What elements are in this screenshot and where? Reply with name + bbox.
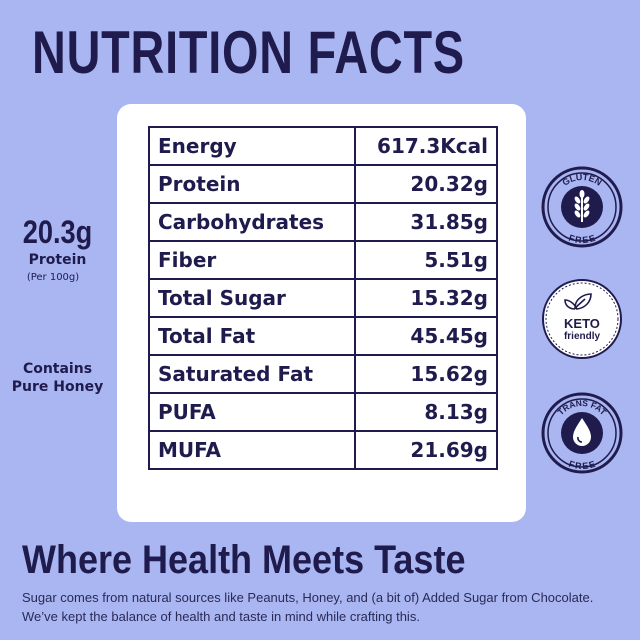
svg-text:GLUTEN: GLUTEN: [560, 172, 603, 188]
nutrient-value: 21.69g: [354, 430, 498, 470]
wheat-icon: [574, 190, 590, 222]
nutrient-value: 5.51g: [354, 240, 498, 280]
table-row: Total Fat 45.45g: [148, 316, 498, 356]
nutrient-value: 15.62g: [354, 354, 498, 394]
honey-note: Contains Pure Honey: [0, 360, 115, 396]
nutrient-name: Saturated Fat: [148, 354, 356, 394]
drop-icon: [573, 418, 591, 446]
nutrient-value: 15.32g: [354, 278, 498, 318]
table-row: PUFA 8.13g: [148, 392, 498, 432]
nutrient-name: Protein: [148, 164, 356, 204]
description: Sugar comes from natural sources like Pe…: [22, 590, 594, 624]
table-row: Carbohydrates 31.85g: [148, 202, 498, 242]
nutrient-name: Fiber: [148, 240, 356, 280]
page-title: NUTRITION FACTS: [32, 19, 465, 86]
honey-line-2: Pure Honey: [11, 379, 104, 395]
table-row: Saturated Fat 15.62g: [148, 354, 498, 394]
nutrient-name: PUFA: [148, 392, 356, 432]
nutrient-name: Energy: [148, 126, 356, 166]
badge-bottom-text: FREE: [567, 233, 596, 245]
nutrient-value: 8.13g: [354, 392, 498, 432]
nutrient-name: Carbohydrates: [148, 202, 356, 242]
nutrient-name: MUFA: [148, 430, 356, 470]
table-row: MUFA 21.69g: [148, 430, 498, 470]
nutrient-name: Total Sugar: [148, 278, 356, 318]
keto-label: KETO: [564, 316, 600, 331]
nutrient-value: 617.3Kcal: [354, 126, 498, 166]
table-row: Total Sugar 15.32g: [148, 278, 498, 318]
keto-sublabel: friendly: [564, 331, 601, 342]
tagline: Where Health Meets Taste: [22, 538, 466, 582]
nutrient-value: 20.32g: [354, 164, 498, 204]
nutrition-table: Energy 617.3Kcal Protein 20.32g Carbohydra…: [148, 126, 498, 470]
table-row: Protein 20.32g: [148, 164, 498, 204]
table-row: Fiber 5.51g: [148, 240, 498, 280]
keto-friendly-badge: KETO friendly: [541, 278, 623, 360]
nutrient-name: Total Fat: [148, 316, 356, 356]
svg-text:FREE: FREE: [567, 233, 596, 245]
nutrient-value: 45.45g: [354, 316, 498, 356]
honey-line-1: Contains: [22, 361, 93, 377]
leaf-icon: [564, 293, 592, 310]
table-row: Energy 617.3Kcal: [148, 126, 498, 166]
gluten-free-badge: GLUTEN FREE: [541, 166, 623, 248]
protein-value: 20.3g: [22, 214, 93, 250]
per-100g-note: (Per 100g): [26, 272, 80, 283]
nutrient-value: 31.85g: [354, 202, 498, 242]
badge-bottom-text: FREE: [567, 459, 596, 471]
trans-fat-free-badge: TRANS FAT FREE: [541, 392, 623, 474]
svg-text:FREE: FREE: [567, 459, 596, 471]
badge-top-text: GLUTEN: [560, 172, 603, 188]
protein-label: Protein: [28, 252, 87, 268]
